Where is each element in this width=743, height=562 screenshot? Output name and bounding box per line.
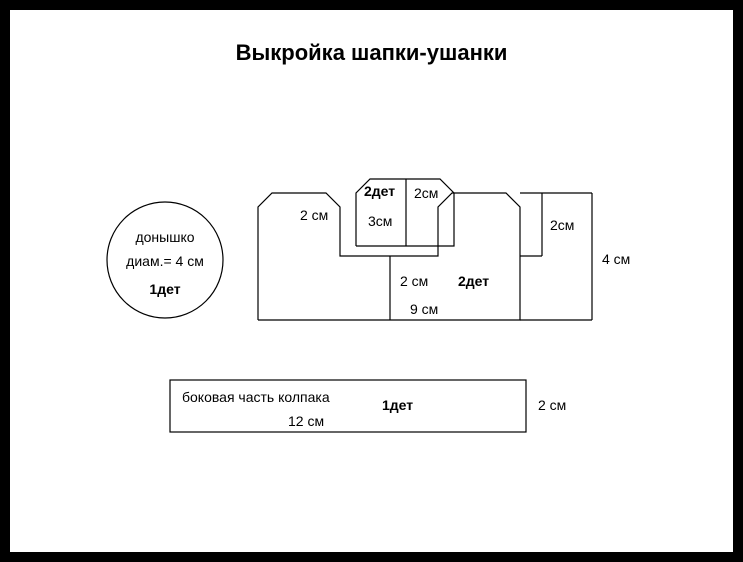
circle-label-mid: диам.= 4 см — [126, 253, 204, 269]
main-2det: 2дет — [458, 273, 489, 289]
diagram-svg: донышко диам.= 4 см 1дет 2 см 2 см 2дет … — [10, 10, 733, 552]
circle-label-top: донышко — [135, 229, 194, 245]
inset-2cm: 2см — [414, 185, 438, 201]
main-2cm-left: 2 см — [300, 207, 328, 223]
pattern-diagram: Выкройка шапки-ушанки донышко диам.= 4 с… — [0, 0, 743, 562]
side-rect — [170, 380, 526, 432]
inset-3cm: 3см — [368, 213, 392, 229]
dim-label-2cm: 2см — [550, 217, 574, 233]
main-9cm: 9 см — [410, 301, 438, 317]
side-rect-12cm: 12 см — [288, 413, 324, 429]
side-rect-1det: 1дет — [382, 397, 413, 413]
inset-2det: 2дет — [364, 183, 395, 199]
main-2cm-center: 2 см — [400, 273, 428, 289]
side-rect-label: боковая часть колпака — [182, 389, 330, 405]
dim-label-4cm: 4 см — [602, 251, 630, 267]
circle-label-bot: 1дет — [149, 281, 180, 297]
side-rect-2cm: 2 см — [538, 397, 566, 413]
